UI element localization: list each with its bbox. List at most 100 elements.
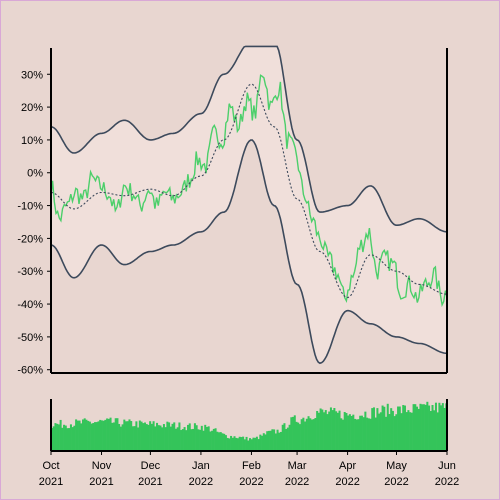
volume-bar — [410, 412, 413, 451]
volume-bar — [340, 418, 343, 451]
volume-bar — [169, 426, 172, 451]
volume-bar — [243, 439, 246, 451]
volume-bar — [338, 410, 341, 451]
volume-bar — [59, 419, 62, 451]
volume-bar — [443, 407, 446, 451]
volume-bar — [433, 410, 436, 451]
volume-bar — [118, 423, 121, 451]
volume-bar — [145, 424, 148, 451]
volume-bar — [125, 421, 128, 451]
volume-bar — [378, 413, 381, 451]
x-tick-label-year: 2022 — [285, 476, 309, 488]
volume-bar — [230, 435, 233, 451]
volume-bar — [209, 431, 212, 451]
volume-bar — [335, 411, 338, 451]
volume-bar — [283, 423, 286, 451]
y-tick-label: 20% — [21, 102, 43, 114]
volume-bar — [266, 431, 269, 451]
volume-bar — [274, 433, 277, 451]
volume-bar — [409, 412, 412, 451]
volume-bar — [385, 416, 388, 451]
volume-bar — [345, 413, 348, 451]
volume-bar — [355, 419, 358, 451]
volume-bar — [100, 420, 103, 451]
volume-bar — [143, 422, 146, 451]
volume-bar — [245, 436, 248, 451]
volume-bar — [211, 430, 214, 451]
volume-bar — [383, 406, 386, 451]
volume-bar — [428, 405, 431, 451]
volume-bar — [188, 423, 191, 451]
volume-bar — [236, 438, 239, 451]
volume-bar — [173, 422, 176, 451]
volume-bar — [398, 406, 401, 451]
volume-bar — [293, 415, 296, 451]
volume-bar — [436, 412, 439, 451]
volume-bar — [328, 411, 331, 451]
volume-bar — [111, 422, 114, 451]
volume-bar — [426, 401, 429, 451]
volume-bar — [412, 404, 415, 451]
volume-bar — [264, 434, 267, 451]
volume-bar — [262, 433, 265, 451]
volume-bar — [87, 420, 90, 451]
volume-bar — [362, 417, 365, 451]
volume-bar — [140, 421, 143, 451]
x-tick-label-month: Jun — [438, 460, 456, 472]
volume-plot-area — [50, 399, 448, 452]
volume-bar — [205, 426, 208, 451]
volume-bar — [168, 422, 171, 451]
volume-bar — [183, 427, 186, 451]
volume-bar — [354, 418, 357, 451]
volume-bar — [97, 421, 100, 451]
moving-average-line — [50, 83, 448, 299]
volume-bar — [147, 424, 150, 451]
volume-bar — [142, 423, 145, 451]
volume-bar — [431, 405, 434, 451]
volume-bar — [371, 408, 374, 451]
main-plot-area — [50, 45, 448, 365]
volume-bar — [390, 408, 393, 451]
volume-bar — [81, 419, 85, 451]
volume-bar — [231, 437, 234, 451]
volume-bar — [226, 437, 229, 451]
volume-bar — [434, 402, 437, 451]
volume-bar — [360, 415, 363, 451]
volume-bar — [314, 418, 317, 451]
volume-bar — [333, 408, 336, 451]
volume-bar — [304, 421, 307, 451]
volume-bar — [69, 424, 72, 451]
volume-bar — [321, 409, 324, 451]
x-tick-label-year: 2022 — [189, 476, 213, 488]
daily-value-line — [50, 74, 448, 308]
volume-bar — [249, 438, 252, 451]
volume-bar — [109, 417, 112, 451]
volume-bar — [119, 426, 122, 451]
volume-bar — [300, 419, 303, 451]
volume-bar — [75, 419, 78, 451]
volume-bar — [336, 412, 339, 451]
x-tick-label-year: 2021 — [39, 476, 63, 488]
volume-bar — [176, 427, 179, 451]
volume-bar — [178, 422, 181, 451]
volume-bar — [121, 424, 124, 451]
volume-bar — [195, 425, 198, 451]
volume-bar — [228, 438, 231, 451]
volume-bar — [393, 416, 396, 451]
volume-bar — [331, 410, 334, 451]
volume-bar — [285, 428, 288, 451]
x-tick-label-month: Jan — [192, 460, 210, 472]
x-tick-label-year: 2021 — [138, 476, 162, 488]
volume-bar — [240, 437, 243, 451]
volume-bar — [223, 433, 226, 451]
volume-bar — [312, 419, 315, 451]
volume-bar — [138, 420, 141, 451]
y-tick-label: 0% — [27, 168, 43, 180]
volume-bar — [257, 439, 260, 451]
volume-bar — [190, 429, 193, 451]
x-tick-label-month: Apr — [339, 460, 356, 472]
volume-bar — [267, 430, 270, 451]
volume-bar — [252, 437, 255, 451]
volume-bar — [414, 404, 417, 451]
volume-bar — [405, 412, 408, 451]
